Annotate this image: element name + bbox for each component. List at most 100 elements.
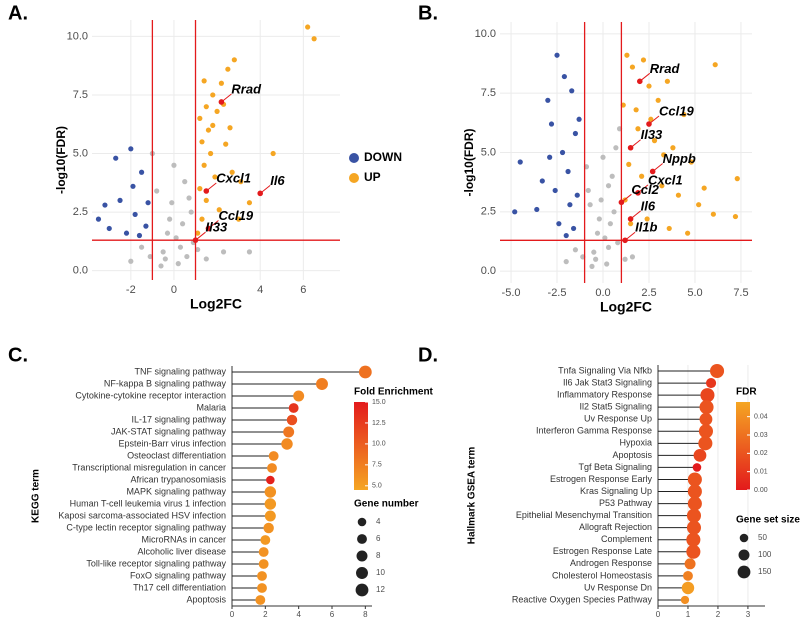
lollipop-dot	[358, 365, 372, 379]
point	[128, 146, 134, 152]
point	[563, 259, 569, 265]
point	[128, 258, 134, 264]
point	[732, 213, 739, 220]
x-tick-label: 0	[656, 610, 661, 619]
category-label: Epithelial Mesenchymal Transition	[516, 510, 652, 520]
lollipop-dot	[258, 547, 269, 557]
annotation-point	[636, 78, 643, 85]
category-label: C-type lectin receptor signaling pathway	[66, 522, 226, 532]
colorbar	[736, 402, 750, 490]
point	[305, 24, 311, 30]
category-label: Tnfa Signaling Via Nfkb	[558, 365, 652, 375]
category-label: Hypoxia	[619, 438, 652, 448]
lollipop-dot	[686, 532, 701, 547]
point	[212, 174, 218, 180]
lollipop-dot	[268, 451, 279, 461]
point	[585, 187, 591, 194]
point	[559, 149, 566, 156]
annotation-label: Ccl19	[218, 208, 253, 223]
size-legend-label: 8	[376, 551, 381, 560]
x-tick-label: -2	[126, 284, 136, 296]
size-legend-label: 150	[758, 567, 772, 576]
point	[220, 249, 227, 255]
category-label: Il2 Stat5 Signaling	[579, 402, 652, 412]
legend-label: DOWN	[364, 150, 402, 164]
category-label: Th17 cell differentiation	[133, 582, 226, 592]
point	[139, 244, 145, 250]
point	[201, 162, 207, 168]
legend-swatch	[349, 153, 359, 163]
point	[201, 78, 207, 84]
lollipop-dot	[687, 496, 702, 511]
point	[184, 253, 190, 260]
size-legend-label: 50	[758, 533, 767, 542]
category-label: Epstein-Barr virus infection	[118, 438, 226, 448]
size-legend-dot	[355, 583, 369, 597]
point	[659, 183, 665, 189]
lollipop-dot	[267, 463, 277, 473]
point	[563, 232, 569, 239]
category-label: Malaria	[196, 402, 226, 412]
y-tick-label: 7.5	[481, 87, 496, 99]
lollipop-dot	[693, 448, 707, 462]
annotation-point	[618, 199, 625, 206]
category-label: Tgf Beta Signaling	[578, 462, 652, 472]
size-legend-dot	[357, 534, 367, 544]
size-legend-dot	[737, 565, 751, 579]
x-tick-label: 2	[263, 610, 268, 619]
point	[162, 256, 168, 262]
point	[197, 186, 203, 192]
colorbar-title: Fold Enrichment	[354, 387, 434, 398]
point	[554, 52, 560, 58]
point	[229, 169, 235, 175]
point	[565, 168, 571, 175]
category-label: JAK-STAT signaling pathway	[111, 426, 227, 436]
lollipop-dot	[257, 583, 267, 593]
point	[655, 97, 661, 103]
annotation-point	[203, 188, 210, 194]
y-tick-label: 10.0	[475, 28, 496, 40]
annotation-point	[257, 190, 264, 197]
annotation-point	[627, 216, 634, 222]
lollipop-dot	[255, 595, 266, 605]
lollipop-dot	[680, 595, 690, 605]
y-axis-title: -log10(FDR)	[462, 129, 476, 197]
category-label: FoxO signaling pathway	[130, 570, 227, 580]
point	[696, 202, 702, 208]
point	[210, 92, 216, 98]
point	[611, 209, 617, 215]
point	[517, 159, 523, 165]
point	[547, 154, 553, 160]
category-label: Il6 Jak Stat3 Signaling	[563, 377, 652, 387]
colorbar-label: 0.00	[754, 487, 768, 494]
point	[130, 183, 136, 189]
size-legend-title: Gene set size	[736, 515, 800, 526]
annotation-label: Il6	[641, 198, 656, 213]
point	[203, 104, 209, 110]
lollipop-dot	[293, 390, 305, 402]
point	[158, 263, 164, 269]
point	[199, 216, 205, 222]
point	[587, 202, 593, 208]
x-axis-title: Log2FC	[190, 296, 242, 312]
point	[644, 216, 650, 222]
point	[534, 206, 540, 213]
point	[605, 183, 612, 189]
point	[205, 127, 212, 133]
annotation-point	[205, 225, 212, 232]
colorbar-label: 0.03	[754, 432, 768, 439]
point	[624, 52, 630, 58]
point	[552, 187, 558, 194]
annotation-point	[649, 168, 656, 175]
y-tick-label: 10.0	[67, 30, 88, 42]
category-label: MAPK signaling pathway	[126, 486, 226, 496]
x-tick-label: -2.5	[548, 287, 567, 299]
panel-label: C.	[8, 344, 28, 366]
point	[572, 247, 579, 253]
point	[626, 161, 632, 167]
x-tick-label: 3	[746, 610, 751, 619]
legend-swatch	[349, 173, 359, 183]
size-legend-label: 10	[376, 568, 385, 577]
category-label: Androgen Response	[570, 558, 652, 568]
